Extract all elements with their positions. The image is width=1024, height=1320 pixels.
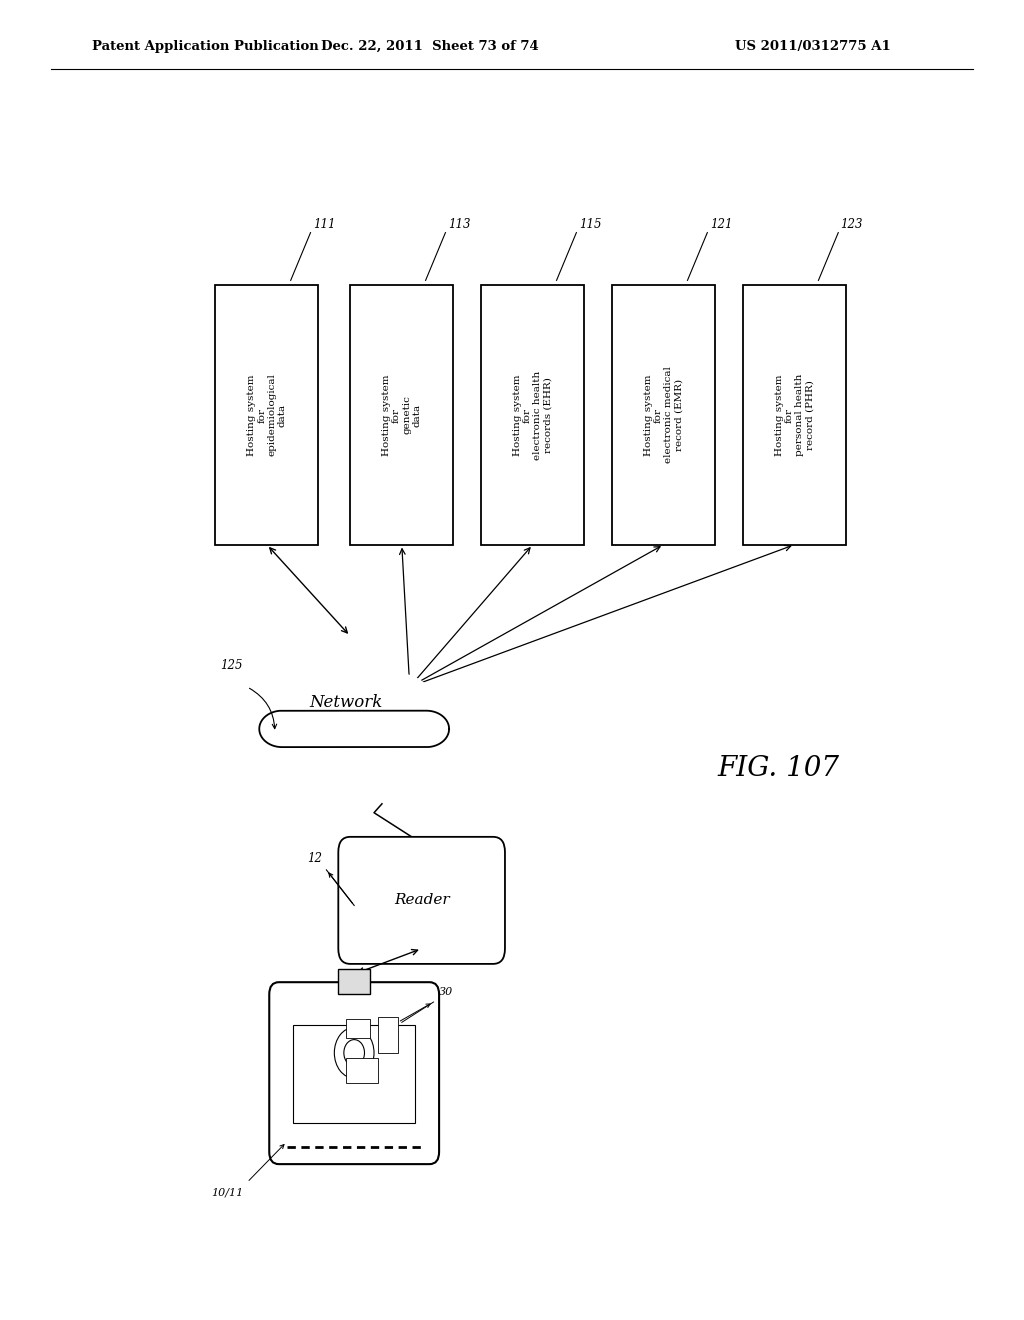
- Text: 10/11: 10/11: [211, 1188, 243, 1197]
- Ellipse shape: [273, 673, 352, 735]
- Bar: [612, 285, 716, 545]
- Ellipse shape: [326, 648, 383, 694]
- Bar: [378, 1018, 398, 1053]
- Ellipse shape: [328, 733, 381, 775]
- Ellipse shape: [297, 667, 411, 758]
- Circle shape: [344, 1040, 365, 1067]
- Bar: [743, 285, 846, 545]
- FancyBboxPatch shape: [269, 982, 439, 1164]
- Text: 113: 113: [447, 218, 470, 231]
- Ellipse shape: [263, 689, 322, 735]
- Ellipse shape: [300, 652, 367, 706]
- Text: Hosting system
for
electronic health
records (EHR): Hosting system for electronic health rec…: [513, 371, 553, 459]
- Ellipse shape: [342, 652, 408, 706]
- Text: 111: 111: [313, 218, 336, 231]
- Text: 121: 121: [710, 218, 732, 231]
- Text: Hosting system
for
genetic
data: Hosting system for genetic data: [382, 375, 422, 455]
- Ellipse shape: [259, 710, 305, 747]
- Text: Reader: Reader: [394, 894, 450, 907]
- Text: Hosting system
for
electronic medical
record (EMR): Hosting system for electronic medical re…: [643, 367, 684, 463]
- Bar: [481, 285, 585, 545]
- Text: FIG. 107: FIG. 107: [718, 755, 840, 781]
- Ellipse shape: [362, 719, 424, 768]
- Text: Patent Application Publication: Patent Application Publication: [92, 40, 318, 53]
- Text: 30: 30: [439, 987, 454, 997]
- Bar: [350, 285, 454, 545]
- Bar: [346, 1019, 370, 1038]
- Ellipse shape: [403, 710, 450, 747]
- Circle shape: [334, 1027, 374, 1078]
- Ellipse shape: [284, 719, 346, 768]
- FancyBboxPatch shape: [338, 837, 505, 964]
- Text: Network: Network: [309, 694, 383, 710]
- Bar: [215, 285, 318, 545]
- Text: Hosting system
for
epidemiological
data: Hosting system for epidemiological data: [247, 374, 287, 457]
- Ellipse shape: [356, 673, 434, 735]
- Text: US 2011/0312775 A1: US 2011/0312775 A1: [735, 40, 891, 53]
- Text: 12: 12: [307, 851, 323, 865]
- Bar: [346, 1057, 378, 1084]
- Ellipse shape: [387, 689, 445, 735]
- Text: Hosting system
for
personal health
record (PHR): Hosting system for personal health recor…: [774, 374, 815, 457]
- Text: 123: 123: [841, 218, 863, 231]
- Text: 125: 125: [220, 659, 243, 672]
- Bar: [338, 969, 370, 994]
- Text: Dec. 22, 2011  Sheet 73 of 74: Dec. 22, 2011 Sheet 73 of 74: [322, 40, 539, 53]
- Text: 115: 115: [579, 218, 601, 231]
- Bar: [293, 1024, 416, 1123]
